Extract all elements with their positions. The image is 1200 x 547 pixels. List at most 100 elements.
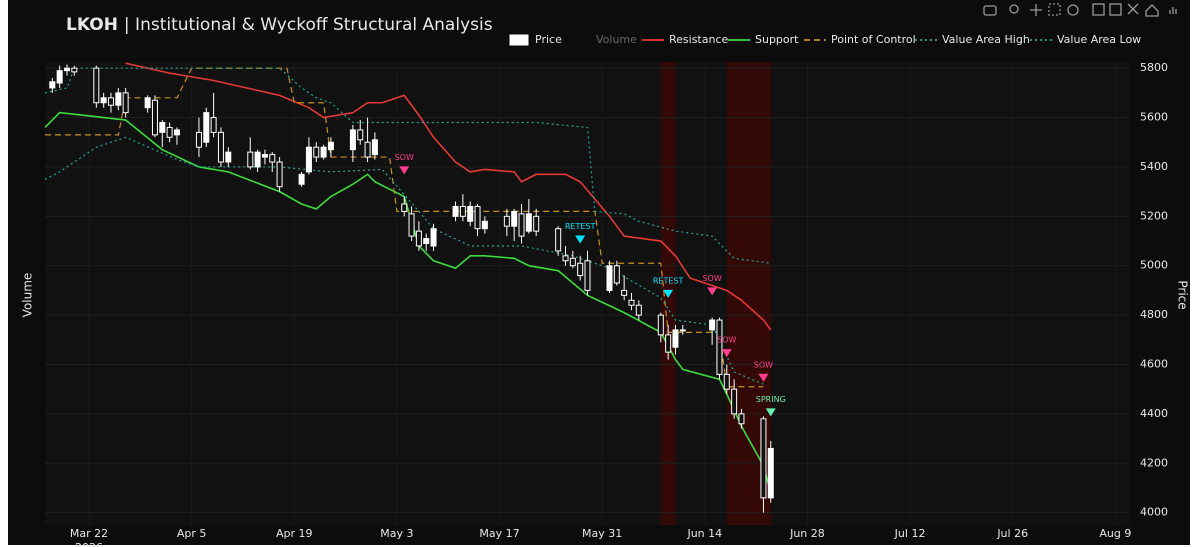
reset-icon[interactable]: [1145, 4, 1159, 17]
x-tick-label: Jun 14: [686, 527, 722, 540]
candle-body: [555, 228, 562, 252]
y-tick-label: 5600: [1140, 111, 1168, 124]
candle-body: [569, 257, 576, 267]
legend-swatch: [509, 34, 529, 46]
annotation-marker: [758, 373, 769, 382]
candle-body: [709, 319, 716, 331]
candle-body: [151, 99, 158, 136]
candle-body: [452, 205, 459, 217]
x-tick-label: May 3: [380, 527, 413, 540]
legend-label: Price: [535, 33, 562, 46]
y-tick-label: 4200: [1140, 456, 1168, 469]
annotation-label: SOW: [754, 360, 773, 369]
candle-body: [357, 129, 364, 141]
candle-body: [56, 70, 63, 84]
series-layer: SOW RETEST RETEST SOW SOW SOW SPRING: [45, 62, 786, 513]
candle-body: [122, 92, 129, 114]
candle-body: [298, 173, 305, 185]
y-tick-label: 4000: [1140, 506, 1168, 519]
candle-body: [679, 329, 686, 332]
x-tick-label: Mar 22: [70, 527, 108, 540]
candle-body: [276, 161, 283, 188]
candle-body: [738, 413, 745, 425]
annotation-label: SOW: [702, 274, 721, 283]
candle-body: [459, 205, 466, 217]
y-tick-label: 5800: [1140, 61, 1168, 74]
legend-label: Resistance: [669, 33, 729, 46]
legend-label: Value Area Low: [1057, 33, 1141, 46]
x-tick-label: Aug 9: [1099, 527, 1131, 540]
candle-body: [716, 319, 723, 375]
candle-body: [173, 129, 180, 136]
candle-body: [723, 373, 730, 390]
candle-body: [635, 304, 642, 316]
candle-body: [584, 260, 591, 291]
candle-body: [760, 418, 767, 499]
chart-title: LKOH | Institutional & Wyckoff Structural…: [66, 15, 493, 35]
candle-body: [430, 228, 437, 247]
candle-body: [49, 81, 56, 89]
candle-body: [731, 388, 738, 415]
y-tick-label: 5400: [1140, 160, 1168, 173]
candle-body: [313, 146, 320, 158]
y-tick-label: 4600: [1140, 357, 1168, 370]
candle-body: [93, 67, 100, 104]
x-tick-label: Jun 28: [789, 527, 825, 540]
camera-icon[interactable]: [983, 5, 997, 16]
candle-body: [613, 265, 620, 284]
candle-body: [225, 151, 232, 163]
annotation-marker: [765, 408, 776, 417]
candle-body: [467, 205, 474, 222]
y-tick-label: 4400: [1140, 407, 1168, 420]
candle-body: [672, 329, 679, 348]
candle-body: [305, 146, 312, 173]
candle-body: [533, 215, 540, 232]
candle-body: [371, 139, 378, 156]
logo-icon[interactable]: [1169, 7, 1177, 14]
candle-body: [115, 92, 122, 106]
candle-body: [159, 121, 166, 133]
candle-body: [767, 447, 774, 499]
candle-body: [100, 97, 107, 104]
annotation-marker: [707, 287, 718, 296]
candle-body: [217, 131, 224, 163]
candle-body: [665, 334, 672, 353]
candle-body: [269, 154, 276, 163]
annotation-label: SOW: [717, 336, 736, 345]
autoscale-icon[interactable]: [1127, 3, 1139, 15]
candle-body: [621, 289, 628, 296]
line-resistance: [125, 62, 772, 331]
lasso-icon[interactable]: [1067, 4, 1079, 16]
candle-body: [503, 215, 510, 227]
candle-body: [474, 205, 481, 230]
candle-body: [144, 97, 151, 109]
annotation-label: SOW: [395, 153, 414, 162]
zoom-in-icon[interactable]: [1092, 3, 1105, 16]
candle-body: [203, 112, 210, 143]
candle-body: [518, 213, 525, 237]
candle-body: [349, 129, 356, 151]
candle-body: [195, 131, 202, 148]
candle-body: [606, 265, 613, 291]
legend-label: Volume: [596, 33, 637, 46]
x-tick-label: May 17: [479, 527, 519, 540]
zoom-icon[interactable]: [1009, 4, 1019, 14]
candle-body: [401, 203, 408, 212]
candle-body: [261, 154, 268, 158]
x-tick-label: May 31: [582, 527, 622, 540]
title-text: | Institutional & Wyckoff Structural Ana…: [124, 15, 493, 35]
candle-body: [511, 210, 518, 227]
candle-body: [166, 126, 173, 138]
annotation-label: RETEST: [565, 222, 596, 231]
pan-icon[interactable]: [1030, 4, 1042, 16]
candle-body: [63, 67, 70, 72]
legend-label: Support: [755, 33, 799, 46]
line-value-area-low: [45, 136, 764, 385]
candle-body: [562, 255, 569, 262]
annotation-label: RETEST: [653, 276, 684, 285]
x-tick-label: Jul 26: [996, 527, 1028, 540]
select-icon[interactable]: [1048, 3, 1061, 16]
candle-body: [71, 67, 78, 73]
zoom-out-icon[interactable]: [1109, 3, 1122, 16]
